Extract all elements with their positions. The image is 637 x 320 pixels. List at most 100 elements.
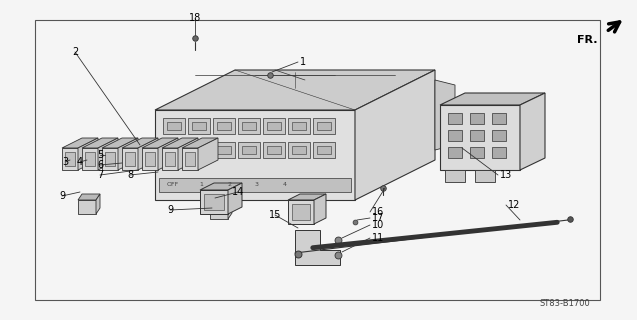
- Text: 16: 16: [372, 207, 384, 217]
- Bar: [145, 152, 155, 166]
- Polygon shape: [182, 148, 198, 170]
- Bar: [242, 146, 256, 154]
- Text: 9: 9: [167, 205, 173, 215]
- Polygon shape: [288, 194, 326, 200]
- Polygon shape: [78, 200, 96, 214]
- Bar: [263, 118, 285, 134]
- Polygon shape: [102, 148, 118, 170]
- Text: 12: 12: [508, 200, 520, 210]
- Polygon shape: [118, 138, 138, 170]
- Polygon shape: [440, 93, 545, 105]
- Polygon shape: [200, 190, 228, 214]
- Polygon shape: [158, 138, 178, 170]
- Polygon shape: [122, 138, 158, 148]
- Text: 2: 2: [227, 182, 231, 188]
- Bar: [267, 146, 281, 154]
- Polygon shape: [122, 148, 138, 170]
- Bar: [188, 118, 210, 134]
- Text: 5: 5: [97, 150, 103, 160]
- Bar: [292, 122, 306, 130]
- Polygon shape: [228, 199, 232, 219]
- Text: 9: 9: [59, 191, 65, 201]
- Bar: [204, 194, 224, 210]
- Polygon shape: [138, 138, 158, 170]
- Polygon shape: [78, 194, 100, 200]
- Bar: [192, 122, 206, 130]
- Polygon shape: [200, 183, 242, 190]
- Polygon shape: [102, 138, 138, 148]
- Bar: [163, 142, 185, 158]
- Bar: [492, 147, 506, 158]
- Text: 1: 1: [300, 57, 306, 67]
- Bar: [470, 147, 484, 158]
- Bar: [470, 130, 484, 141]
- Bar: [492, 130, 506, 141]
- Bar: [313, 118, 335, 134]
- Text: 18: 18: [189, 13, 201, 23]
- Bar: [267, 122, 281, 130]
- Bar: [313, 142, 335, 158]
- Bar: [35, 20, 600, 300]
- Bar: [217, 146, 231, 154]
- Bar: [125, 152, 135, 166]
- Bar: [292, 146, 306, 154]
- Text: 14: 14: [232, 187, 244, 197]
- Polygon shape: [98, 138, 118, 170]
- Polygon shape: [314, 194, 326, 224]
- Bar: [159, 178, 351, 192]
- Bar: [217, 122, 231, 130]
- Polygon shape: [162, 148, 178, 170]
- Bar: [185, 152, 195, 166]
- Bar: [475, 170, 495, 182]
- Text: 3: 3: [255, 182, 259, 188]
- Text: 2: 2: [72, 47, 78, 57]
- Bar: [317, 146, 331, 154]
- Bar: [288, 118, 310, 134]
- Polygon shape: [228, 183, 242, 214]
- Text: OFF: OFF: [167, 182, 179, 188]
- Polygon shape: [78, 138, 98, 170]
- Bar: [448, 147, 462, 158]
- Bar: [448, 113, 462, 124]
- Text: ST83-B1700: ST83-B1700: [540, 299, 590, 308]
- Polygon shape: [288, 200, 314, 224]
- Bar: [192, 146, 206, 154]
- Polygon shape: [198, 138, 218, 170]
- Bar: [288, 142, 310, 158]
- Bar: [213, 118, 235, 134]
- Bar: [470, 113, 484, 124]
- Text: 3: 3: [62, 157, 68, 167]
- Text: 15: 15: [269, 210, 281, 220]
- Polygon shape: [295, 230, 340, 265]
- Bar: [317, 122, 331, 130]
- Bar: [85, 152, 95, 166]
- Bar: [238, 142, 260, 158]
- Bar: [242, 122, 256, 130]
- Bar: [292, 204, 310, 220]
- Text: 11: 11: [372, 233, 384, 243]
- Text: 8: 8: [127, 170, 133, 180]
- Text: 4: 4: [77, 157, 83, 167]
- Bar: [167, 122, 181, 130]
- Text: 6: 6: [97, 160, 103, 170]
- Polygon shape: [82, 138, 118, 148]
- Polygon shape: [435, 80, 455, 150]
- Bar: [492, 113, 506, 124]
- Bar: [445, 170, 465, 182]
- Polygon shape: [178, 138, 198, 170]
- Bar: [213, 142, 235, 158]
- Polygon shape: [155, 70, 435, 110]
- Polygon shape: [355, 70, 435, 200]
- Polygon shape: [182, 138, 218, 148]
- Text: 13: 13: [500, 170, 512, 180]
- Bar: [105, 152, 115, 166]
- Polygon shape: [142, 138, 178, 148]
- Bar: [65, 152, 75, 166]
- Polygon shape: [62, 138, 98, 148]
- Bar: [163, 118, 185, 134]
- Polygon shape: [440, 105, 520, 170]
- Text: 7: 7: [97, 170, 103, 180]
- Bar: [238, 118, 260, 134]
- Polygon shape: [162, 138, 198, 148]
- Polygon shape: [82, 148, 98, 170]
